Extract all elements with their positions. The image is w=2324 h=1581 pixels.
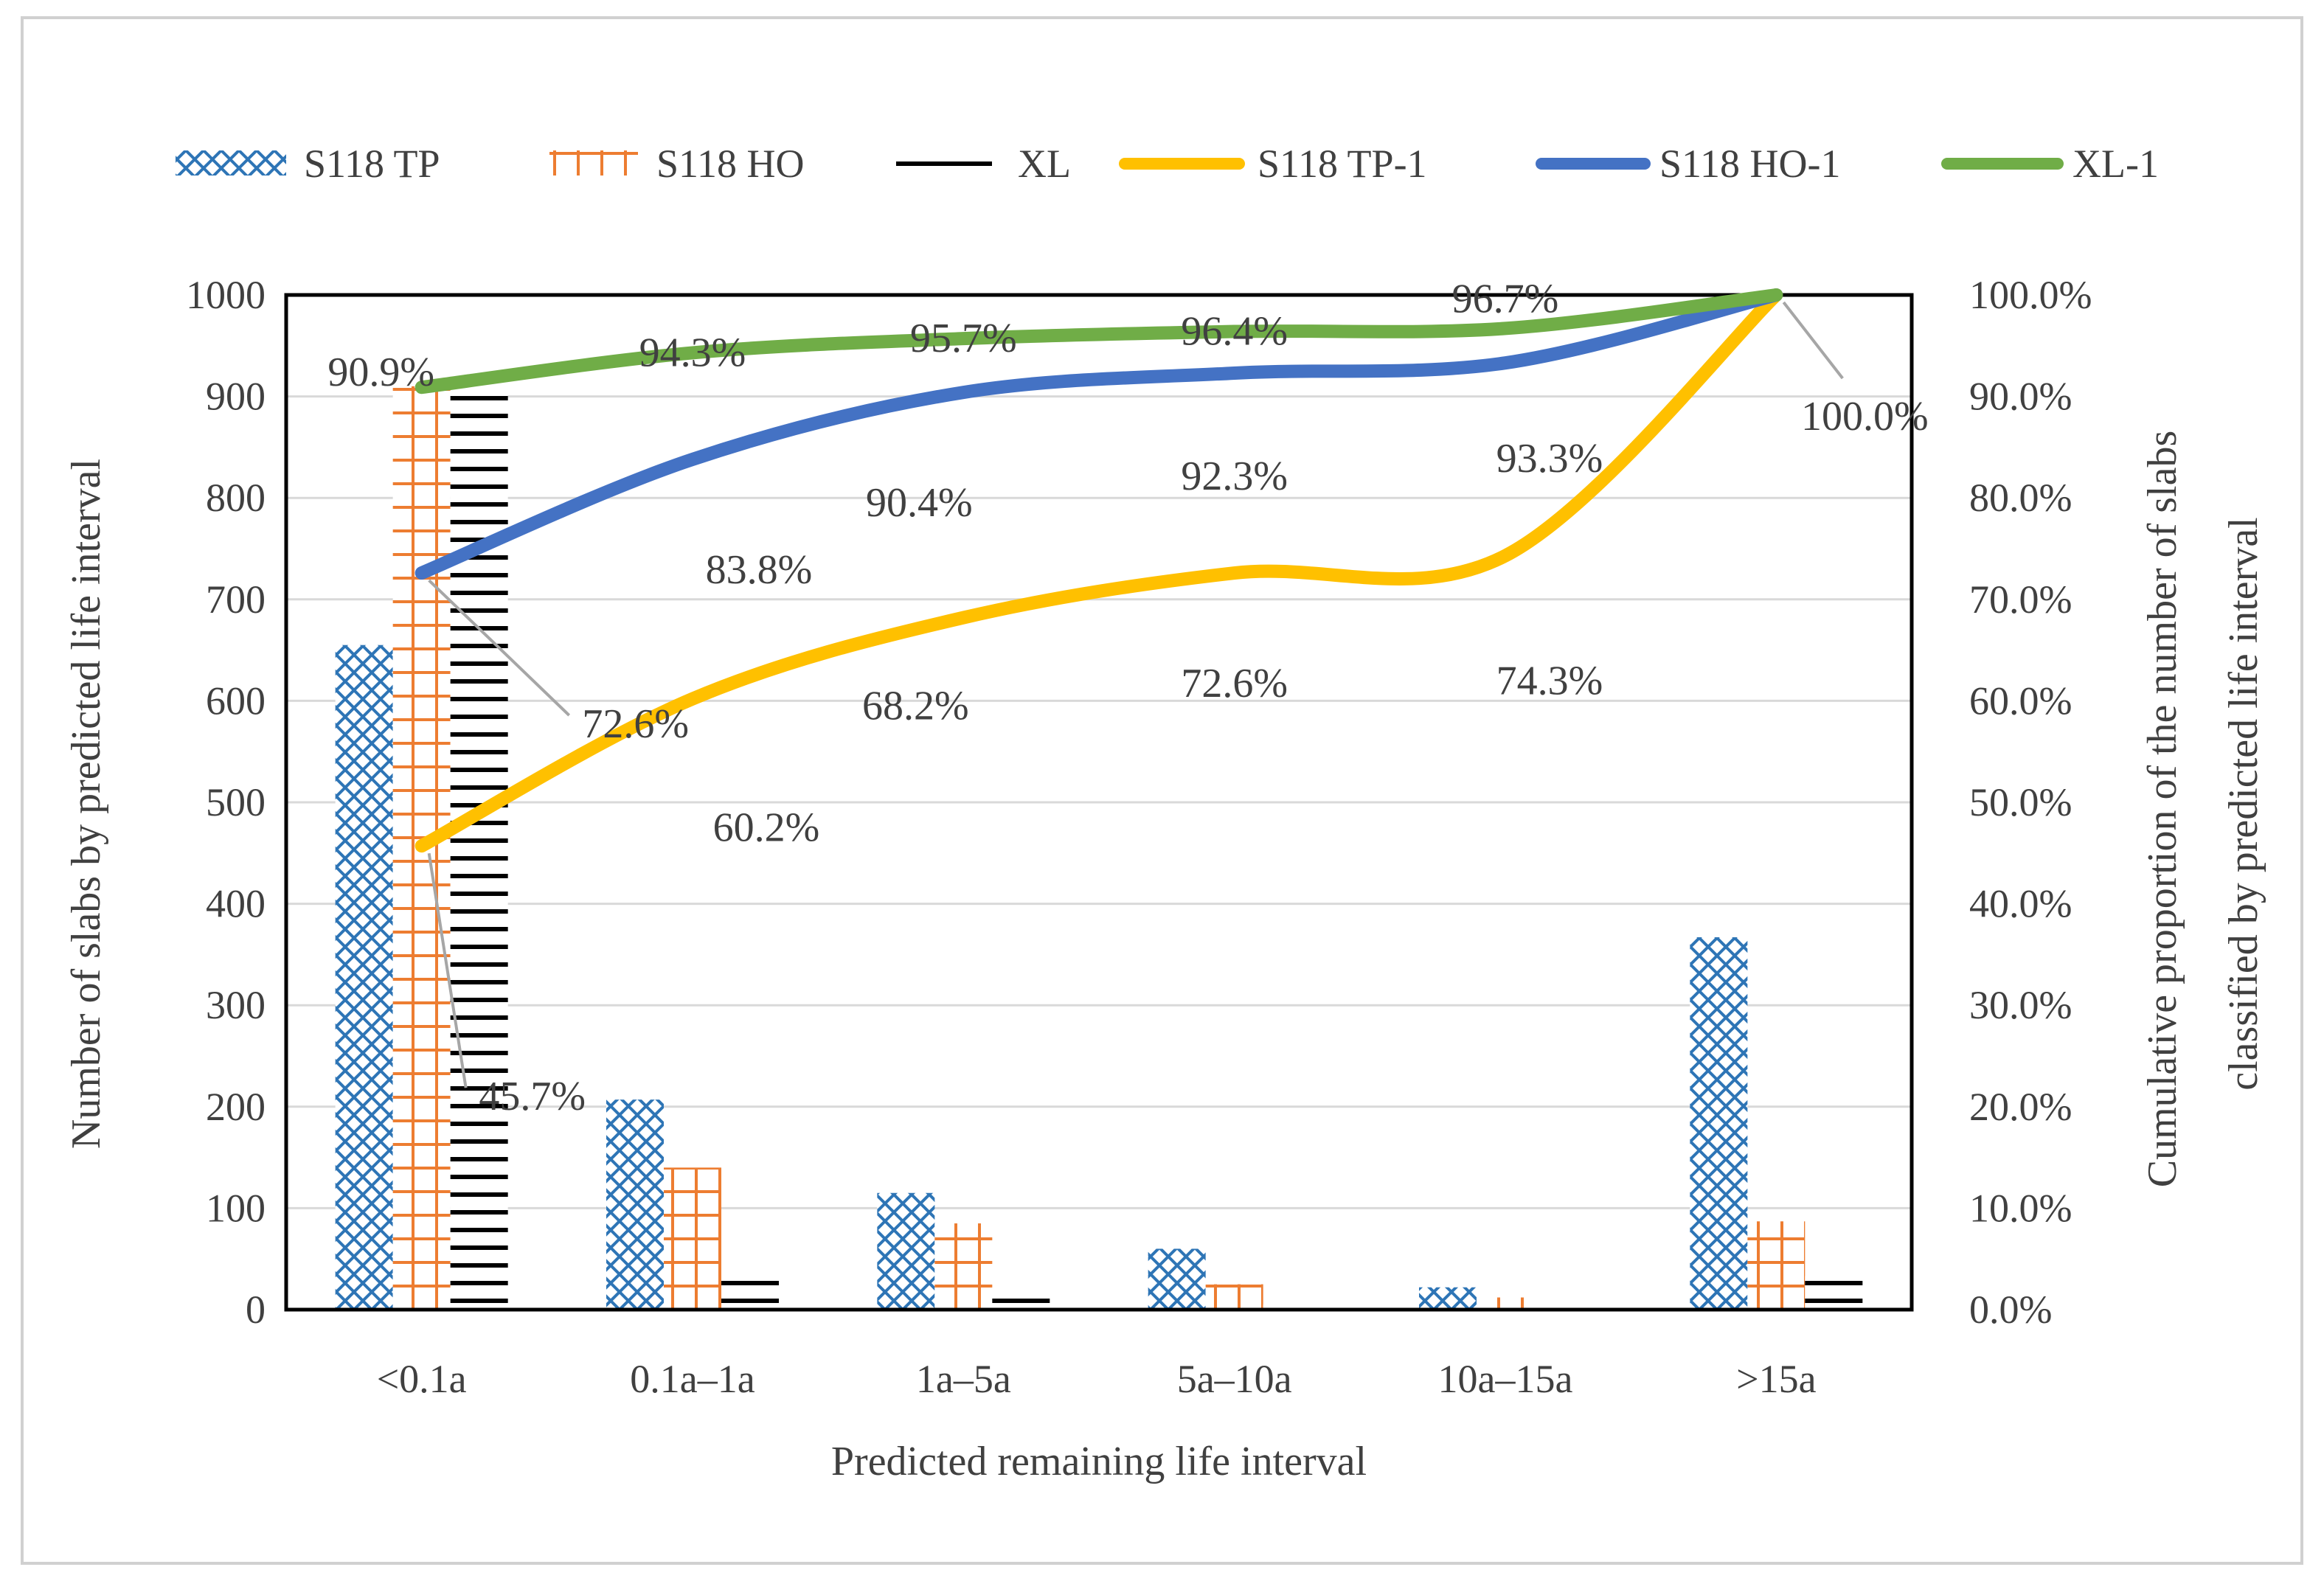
- y-tick-label: 900: [206, 375, 266, 419]
- data-label-s118-ho-1: 90.4%: [866, 480, 973, 526]
- legend: S118 TP S118 HO XL S118 TP-1 S118 HO-1 X…: [176, 142, 2159, 186]
- bar-xl-15a: [1805, 1276, 1863, 1310]
- y-tick-label: 300: [206, 983, 266, 1027]
- legend-item-s118-ho-1: S118 HO-1: [1536, 142, 1841, 186]
- bar-s118-ho-10a-15a: [1477, 1297, 1534, 1310]
- data-label-s118-tp-1: 45.7%: [479, 1074, 586, 1119]
- leader-line: [1782, 301, 1844, 380]
- bar-s118-tp-0-1a: [335, 644, 393, 1310]
- x-tick-label: 5a–10a: [1177, 1357, 1292, 1401]
- data-label-s118-tp-1: 74.3%: [1496, 659, 1603, 704]
- legend-item-xl: XL: [896, 142, 1071, 186]
- y-tick-label: 400: [206, 882, 266, 926]
- y2-axis-title: Cumulative proportion of the number of s…: [2140, 420, 2266, 1187]
- x-tick-label: 1a–5a: [916, 1357, 1011, 1401]
- y-tick-label: 0: [246, 1288, 266, 1332]
- bar-s118-tp-1a-5a: [877, 1192, 935, 1310]
- y2-tick-label: 60.0%: [1969, 678, 2072, 723]
- y-tick-label: 200: [206, 1085, 266, 1129]
- y-tick-label: 800: [206, 476, 266, 520]
- legend-label-s118-tp-1: S118 TP-1: [1258, 142, 1427, 186]
- bar-s118-tp-0-1a-1a: [606, 1099, 664, 1310]
- legend-label-xl: XL: [1018, 142, 1071, 186]
- y2-tick-label: 90.0%: [1969, 375, 2072, 419]
- data-label-s118-ho-1: 83.8%: [706, 547, 813, 593]
- legend-label-xl-1: XL-1: [2072, 142, 2159, 186]
- cumulative-lines: [414, 288, 1783, 853]
- y-tick-label: 100: [206, 1186, 266, 1230]
- data-label-xl-1: 95.7%: [910, 316, 1017, 361]
- legend-swatch-s118-tp: [176, 150, 286, 176]
- bar-xl-5a-10a: [1263, 1304, 1321, 1310]
- y2-tick-label: 50.0%: [1969, 780, 2072, 824]
- data-labels: 45.7% 60.2% 68.2% 72.6% 74.3% 72.6% 83.8% 90.4%…: [327, 276, 1928, 1119]
- legend-swatch-xl: [896, 161, 992, 166]
- bar-s118-ho-15a: [1747, 1221, 1806, 1310]
- data-label-xl-1: 90.9%: [327, 350, 434, 395]
- y2-tick-label: 20.0%: [1969, 1085, 2072, 1129]
- line-s118-ho-1: [414, 288, 1783, 580]
- bar-s118-tp-5a-10a: [1148, 1248, 1206, 1310]
- y2-axis-title-line-1: Cumulative proportion of the number of s…: [2140, 431, 2185, 1187]
- data-label-s118-ho-1: 92.3%: [1181, 454, 1288, 499]
- x-axis-title: Predicted remaining life interval: [831, 1439, 1367, 1484]
- data-label-xl-1: 96.7%: [1452, 276, 1559, 322]
- data-label-s118-tp-1: 68.2%: [862, 684, 969, 729]
- data-label-xl-1: 96.4%: [1181, 309, 1288, 355]
- x-tick-label: >15a: [1736, 1357, 1816, 1401]
- y2-tick-label: 10.0%: [1969, 1186, 2072, 1230]
- y2-tick-label: 0.0%: [1969, 1288, 2052, 1332]
- gridlines: [286, 395, 1912, 1209]
- bar-s118-tp-10a-15a: [1419, 1287, 1477, 1310]
- leader-line: [427, 852, 468, 1088]
- y2-axis-title-line-2: classified by predicted life interval: [2221, 517, 2266, 1090]
- y-axis-title: Number of slabs by predicted life interv…: [63, 459, 109, 1149]
- data-label-s118-ho-1: 93.3%: [1496, 436, 1603, 482]
- bar-xl-0-1a-1a: [721, 1276, 779, 1310]
- y-tick-label: 700: [206, 577, 266, 622]
- y-tick-label: 500: [206, 780, 266, 824]
- bar-xl-0-1a: [450, 386, 508, 1310]
- y-tick-label: 600: [206, 678, 266, 723]
- bar-xl-1a-5a: [992, 1297, 1050, 1310]
- y2-tick-label: 40.0%: [1969, 882, 2072, 926]
- bar-s118-ho-5a-10a: [1205, 1284, 1263, 1310]
- y2-tick-label: 70.0%: [1969, 577, 2072, 622]
- y-tick-label: 1000: [186, 273, 266, 317]
- bar-s118-tp-15a: [1690, 937, 1748, 1310]
- legend-swatch-s118-ho: [549, 150, 638, 176]
- legend-item-s118-tp: S118 TP: [176, 142, 440, 186]
- bar-s118-ho-1a-5a: [934, 1223, 993, 1310]
- legend-item-s118-tp-1: S118 TP-1: [1119, 142, 1427, 186]
- legend-label-s118-ho-1: S118 HO-1: [1659, 142, 1841, 186]
- data-label-s118-tp-1: 60.2%: [713, 805, 820, 851]
- legend-item-xl-1: XL-1: [1941, 142, 2159, 186]
- data-label-s118-ho-1: 100.0%: [1801, 394, 1929, 439]
- data-label-s118-tp-1: 72.6%: [1181, 661, 1288, 706]
- legend-label-s118-ho: S118 HO: [656, 142, 805, 186]
- x-tick-label: 10a–15a: [1438, 1357, 1573, 1401]
- x-tick-label: <0.1a: [377, 1357, 467, 1401]
- x-tick-label: 0.1a–1a: [630, 1357, 755, 1401]
- line-xl-1: [414, 288, 1783, 395]
- line-s118-tp-1: [414, 288, 1783, 853]
- legend-item-s118-ho: S118 HO: [549, 142, 805, 186]
- data-label-s118-ho-1: 72.6%: [582, 701, 689, 747]
- bar-s118-ho-0-1a-1a: [664, 1167, 721, 1310]
- y2-tick-label: 30.0%: [1969, 983, 2072, 1027]
- leader-line: [428, 579, 571, 717]
- y2-tick-label: 80.0%: [1969, 476, 2072, 520]
- legend-label-s118-tp: S118 TP: [304, 142, 440, 186]
- y2-tick-label: 100.0%: [1969, 273, 2092, 317]
- plot-area-border: [284, 293, 1914, 1312]
- axes: 0 100 200 300 400 500 600 700 800 900 1000 0.0% 10.0…: [186, 273, 2092, 1401]
- data-label-xl-1: 94.3%: [639, 330, 746, 375]
